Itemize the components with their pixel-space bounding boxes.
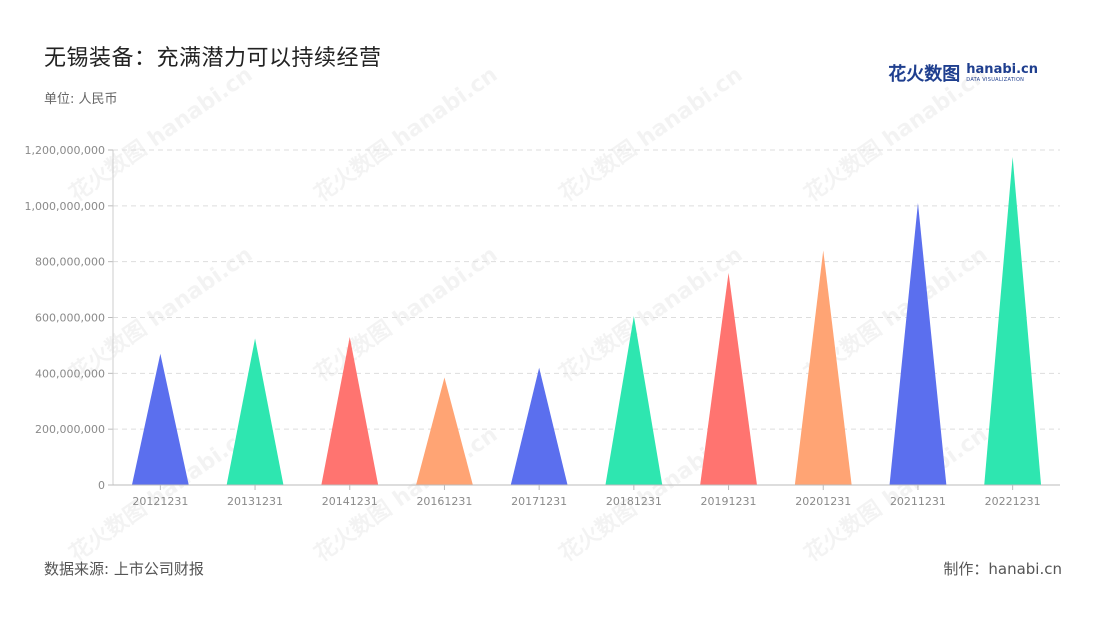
watermark-5: 花火数图 hanabi.cn [310, 241, 503, 387]
x-tick-label-2: 20141231 [322, 495, 378, 508]
logo-cn-text: 花火数图 [888, 64, 961, 85]
watermark-layer: 花火数图 hanabi.cn 花火数图 hanabi.cn 花火数图 hanabi.… [65, 61, 993, 567]
bar-20171231 [510, 367, 568, 485]
bar-20141231 [321, 337, 379, 485]
watermark-3: 花火数图 hanabi.cn [800, 61, 993, 207]
logo-en-text: hanabi.cn [966, 62, 1038, 77]
watermark-0: 花火数图 hanabi.cn [65, 61, 258, 207]
x-tick-label-1: 20131231 [227, 495, 283, 508]
logo-en-subtext: DATA VISUALIZATION [966, 77, 1025, 83]
y-tick-label-4: 800,000,000 [35, 256, 105, 269]
logo-en: hanabi.cn DATA VISUALIZATION [966, 63, 1038, 83]
watermark-1: 花火数图 hanabi.cn [310, 61, 503, 207]
x-tick-label-3: 20161231 [416, 495, 472, 508]
bar-20191231 [700, 272, 757, 485]
y-tick-label-1: 200,000,000 [35, 423, 105, 436]
x-axis: 20121231 20131231 20141231 20161231 20171231… [113, 484, 1060, 508]
unit-label: 单位: 人民币 [44, 92, 118, 107]
y-tick-label-6: 1,200,000,000 [25, 144, 105, 157]
watermark-2: 花火数图 hanabi.cn [555, 61, 748, 207]
bar-20121231 [131, 353, 189, 485]
bar-20221231 [984, 156, 1042, 485]
bar-20181231 [605, 316, 663, 485]
bar-20211231 [889, 203, 947, 485]
bars [131, 156, 1042, 485]
brand-logo: 花火数图 hanabi.cn DATA VISUALIZATION [888, 60, 1038, 86]
x-tick-label-5: 20181231 [606, 495, 662, 508]
x-tick-label-0: 20121231 [132, 495, 188, 508]
x-tick-label-7: 20201231 [795, 495, 851, 508]
x-tick-label-9: 20221231 [985, 495, 1041, 508]
x-tick-label-6: 20191231 [701, 495, 757, 508]
chart-title: 无锡装备：充满潜力可以持续经营 [44, 46, 382, 71]
x-tick-label-4: 20171231 [511, 495, 567, 508]
data-source: 数据来源: 上市公司财报 [44, 560, 204, 578]
credit: 制作：hanabi.cn [943, 560, 1062, 578]
y-tick-label-5: 1,000,000,000 [25, 200, 105, 213]
y-tick-label-2: 400,000,000 [35, 367, 105, 380]
x-tick-label-8: 20211231 [890, 495, 946, 508]
bar-20131231 [226, 338, 284, 485]
y-tick-label-0: 0 [98, 479, 105, 492]
bar-20201231 [794, 250, 852, 485]
y-axis: 0 200,000,000 400,000,000 600,000,000 800,00… [25, 144, 114, 492]
y-tick-label-3: 600,000,000 [35, 312, 105, 325]
bar-20161231 [416, 377, 473, 485]
